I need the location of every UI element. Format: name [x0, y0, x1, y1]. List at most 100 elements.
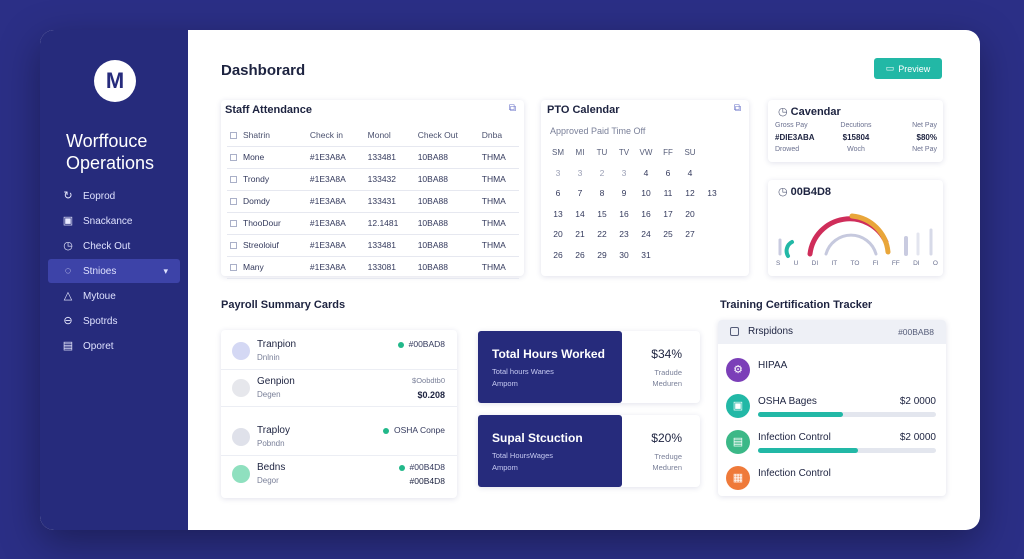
axis-label: FI [872, 260, 879, 267]
checkbox[interactable] [230, 132, 237, 139]
calendar-day[interactable]: 20 [553, 229, 563, 240]
gauge-axis: S U DI IT TO FI FF DI O [776, 260, 938, 267]
training-header: Rrspidons #00BAB8 [718, 320, 946, 344]
sidebar-item-mytoue[interactable]: △ Mytoue [48, 284, 180, 308]
table-cell: #1E3A8A [306, 234, 365, 257]
training-row[interactable]: ▤ Infection Control $2 0000 [718, 424, 946, 460]
calendar-day[interactable]: 29 [597, 249, 607, 260]
calendar-day[interactable]: 23 [619, 229, 629, 240]
column-header: Shatrin [227, 124, 307, 147]
summary-label: Decutions [840, 122, 872, 129]
payroll-sub: Degor [257, 476, 279, 485]
checkbox[interactable] [230, 198, 237, 206]
calendar-day[interactable]: 3 [577, 167, 583, 178]
stat-highlight: Total Hours Worked Total hours Wanes Amp… [478, 331, 622, 403]
calendar-day[interactable]: 4 [643, 167, 649, 178]
table-row[interactable]: ThooDour #1E3A8A 12.1481 10BA88 THMA [227, 212, 519, 235]
calendar-day[interactable]: 9 [621, 188, 627, 199]
sidebar-item-stnioes[interactable]: ◌ Stnioes ▾ [48, 259, 180, 283]
preview-button[interactable]: ▭ Preview [874, 58, 942, 79]
table-row[interactable]: Many #1E3A8A 133081 10BA88 THMA [227, 256, 519, 279]
calendar-day[interactable]: 2 [599, 167, 605, 178]
supal-stcuction-card[interactable]: Supal Stcuction Total HoursWages Ampom $… [478, 415, 700, 487]
checkbox[interactable] [230, 154, 237, 162]
calendar-day[interactable]: 3 [555, 167, 561, 178]
stat-title: Total Hours Worked [492, 347, 605, 361]
brand-line-1: Worffouce [66, 131, 148, 151]
avatar [232, 379, 250, 397]
training-row[interactable]: ▦ Infection Control [718, 460, 946, 496]
calendar-day[interactable]: 21 [575, 229, 585, 240]
table-row[interactable]: Domdy #1E3A8A 133431 10BA88 THMA [227, 190, 519, 213]
calendar-week: 20 21 22 23 24 25 27 [547, 224, 745, 245]
calendar-day[interactable]: 24 [641, 229, 651, 240]
column-header: Monol [364, 124, 415, 147]
calendar-day[interactable]: 31 [641, 249, 651, 260]
checkbox[interactable] [230, 176, 237, 184]
table-cell: 10BA88 [414, 234, 479, 257]
calendar-day[interactable]: 3 [621, 167, 627, 178]
sidebar-item-spotrds[interactable]: ⊖ Spotrds [48, 309, 180, 333]
calendar-day[interactable]: 22 [597, 229, 607, 240]
calendar-day[interactable]: 16 [641, 208, 651, 219]
payroll-row[interactable]: Tranpion Dnlnin #00BAD8 [221, 334, 457, 370]
stat-sub: Ampom [492, 463, 518, 472]
edit-icon[interactable]: ⧉ [508, 103, 516, 114]
checkbox[interactable] [230, 264, 237, 272]
calendar-day[interactable]: 11 [663, 188, 673, 199]
gauge-card: ◷ 00B4D8 S U DI IT TO FI FF DI [768, 180, 943, 276]
calendar-day[interactable]: 13 [707, 188, 717, 199]
table-row[interactable]: Mone #1E3A8A 133481 10BA88 THMA [227, 146, 519, 169]
calendar-day[interactable]: 4 [687, 167, 693, 178]
training-amount: $2 0000 [899, 396, 936, 407]
total-hours-card[interactable]: Total Hours Worked Total hours Wanes Amp… [478, 331, 700, 403]
clock-icon: ◷ [778, 186, 791, 198]
calendar-day[interactable]: 20 [685, 208, 695, 219]
sidebar-item-oporet[interactable]: ▤ Oporet [48, 334, 180, 358]
checkbox[interactable] [230, 242, 237, 250]
preview-button-label: Preview [898, 63, 931, 74]
calendar-day[interactable]: 30 [619, 249, 629, 260]
table-cell: 10BA88 [414, 256, 479, 279]
clock-icon: ◷ [778, 106, 791, 118]
calendar-day[interactable]: 14 [575, 208, 585, 219]
calendar-day[interactable]: 15 [597, 208, 607, 219]
sidebar-item-label: Stnioes [83, 265, 117, 277]
calendar-day[interactable]: 12 [685, 188, 695, 199]
calendar-day[interactable]: 13 [553, 208, 563, 219]
calendar-day[interactable]: 27 [685, 229, 695, 240]
payroll-row[interactable]: Traploy Pobndn OSHA Conpe [221, 420, 457, 456]
calendar-day[interactable]: 26 [575, 249, 585, 260]
calendar-day[interactable]: 25 [663, 229, 673, 240]
summary-sub: Drowed [775, 146, 800, 153]
weekday-label: SM [552, 147, 564, 157]
payroll-row[interactable]: Bedns Degor #00B4D8 #00B4D8 [221, 457, 457, 493]
progress-bar [758, 412, 936, 417]
payroll-row[interactable]: Genpion Degen $Oobdtb0 $0.208 [221, 371, 457, 407]
calendar-day[interactable]: 17 [663, 208, 673, 219]
table-cell: THMA [478, 212, 519, 235]
sidebar-item-eoprod[interactable]: ↻ Eoprod [48, 184, 180, 208]
calendar-day[interactable]: 8 [599, 188, 605, 199]
training-row[interactable]: ▣ OSHA Bages $2 0000 [718, 388, 946, 424]
calendar-day[interactable]: 16 [619, 208, 629, 219]
table-cell: Domdy [227, 190, 307, 213]
table-row[interactable]: Trondy #1E3A8A 133432 10BA88 THMA [227, 168, 519, 191]
training-row[interactable]: ⚙ HIPAA [718, 352, 946, 388]
pto-calendar-card: PTO Calendar ⧉ Approved Paid Time Off SM… [541, 100, 749, 276]
gauge-chart [778, 213, 933, 258]
calendar-day[interactable]: 6 [555, 188, 561, 199]
sidebar-item-snackance[interactable]: ▣ Snackance [48, 209, 180, 233]
calendar-day[interactable]: 26 [553, 249, 563, 260]
table-row[interactable]: Streoloiuf #1E3A8A 133481 10BA88 THMA [227, 234, 519, 257]
sidebar-item-check-out[interactable]: ◷ Check Out [48, 234, 180, 258]
gauge-arc-orange [849, 213, 891, 255]
calendar-day[interactable]: 7 [577, 188, 583, 199]
calendar-day[interactable]: 10 [641, 188, 651, 199]
checkbox[interactable] [230, 220, 237, 228]
edit-icon[interactable]: ⧉ [733, 103, 741, 114]
payroll-name: Bedns [257, 462, 286, 473]
training-header-value: #00BAB8 [898, 327, 934, 337]
stat-title: Supal Stcuction [492, 431, 583, 445]
calendar-day[interactable]: 6 [665, 167, 671, 178]
